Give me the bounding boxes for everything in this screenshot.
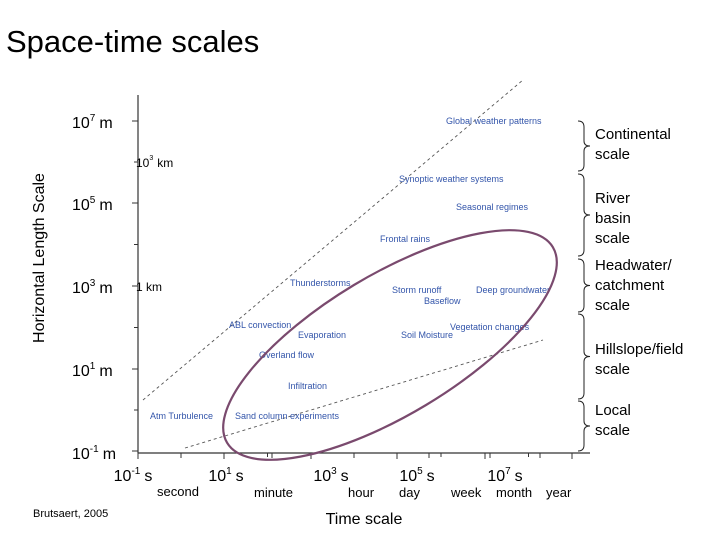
dashed-guide-lines: [142, 79, 544, 449]
lower-dashed-line: [184, 339, 544, 449]
hydrology-ellipse: [222, 229, 558, 461]
phenomenon-label: Synoptic weather systems: [399, 174, 504, 184]
scale-label-line: River: [595, 190, 631, 207]
slide-title: Space-time scales: [6, 24, 260, 59]
scale-label-line: Local: [595, 402, 631, 419]
x-tick-label: 107 s: [487, 466, 522, 485]
phenomenon-label: Deep groundwater: [476, 285, 550, 295]
scale-braces: [577, 120, 591, 452]
scale-brace: [577, 313, 591, 400]
y-extra-label: 103 km: [136, 155, 173, 170]
phenomenon-label: Evaporation: [298, 330, 346, 340]
y-axis-label: Horizontal Length Scale: [31, 173, 48, 343]
y-tick-label: 10-1 m: [72, 444, 116, 463]
scale-label-line: Hillslope/field: [595, 341, 684, 358]
x-named-label: year: [546, 485, 572, 500]
x-named-label: month: [496, 485, 532, 500]
phenomena-labels: Global weather patterns Synoptic weather …: [150, 116, 550, 421]
x-axis-label: Time scale: [326, 511, 403, 528]
phenomenon-label: Frontal rains: [380, 234, 431, 244]
scale-label-line: scale: [595, 361, 631, 378]
scale-brace: [577, 258, 591, 313]
citation: Brutsaert, 2005: [33, 508, 109, 520]
scale-label-line: Continental: [595, 126, 671, 143]
y-tick-label: 107 m: [72, 113, 113, 132]
upper-dashed-line: [142, 79, 524, 401]
scale-label-line: scale: [595, 230, 631, 247]
scale-label: Continental scale: [595, 125, 671, 165]
phenomenon-label: Vegetation changes: [450, 322, 530, 332]
scale-label-line: scale: [595, 297, 631, 314]
scale-label-line: catchment: [595, 277, 665, 294]
phenomenon-label: Overland flow: [259, 350, 315, 360]
axes-frame: [132, 95, 590, 459]
phenomenon-label: Storm runoff: [392, 285, 442, 295]
axis-tick-labels: 107 m 105 m 103 m 101 m 10-1 m 103 km 1 km Horizontal…: [31, 113, 572, 528]
y-tick-label: 105 m: [72, 195, 113, 214]
x-named-label: second: [157, 484, 199, 499]
scale-brace: [577, 120, 591, 172]
scale-label: Headwater/catchment scale: [595, 256, 672, 316]
x-named-label: hour: [348, 485, 375, 500]
phenomenon-label: Sand column experiments: [235, 411, 340, 421]
x-tick-label: 105 s: [399, 466, 434, 485]
phenomenon-label: Seasonal regimes: [456, 202, 529, 212]
phenomenon-label: Thunderstorms: [290, 278, 351, 288]
x-named-label: week: [450, 485, 482, 500]
scale-label-line: basin: [595, 210, 631, 227]
phenomenon-label: Atm Turbulence: [150, 411, 213, 421]
x-tick-label: 101 s: [208, 466, 243, 485]
scale-label: Local scale: [595, 401, 631, 441]
phenomenon-label: Baseflow: [424, 296, 461, 306]
x-named-label: day: [399, 485, 420, 500]
scale-brace: [577, 400, 591, 452]
scale-label: Hillslope/field scale: [595, 340, 683, 380]
y-extra-label: 1 km: [136, 280, 162, 294]
scale-label-line: scale: [595, 422, 631, 439]
phenomenon-label: Soil Moisture: [401, 330, 453, 340]
x-tick-label: 10-1 s: [114, 466, 153, 485]
x-named-label: minute: [254, 485, 293, 500]
y-tick-label: 103 m: [72, 278, 113, 297]
scale-label-line: scale: [595, 146, 631, 163]
scale-label: River basin scale: [595, 189, 631, 249]
scale-brace: [577, 173, 591, 257]
x-tick-label: 103 s: [313, 466, 348, 485]
phenomenon-label: ABL convection: [229, 320, 291, 330]
hydrology-ellipse-shape: [222, 229, 558, 461]
y-tick-label: 101 m: [72, 361, 113, 380]
scale-label-line: Headwater/: [595, 257, 672, 274]
phenomenon-label: Global weather patterns: [446, 116, 542, 126]
phenomenon-label: Infiltration: [288, 381, 327, 391]
